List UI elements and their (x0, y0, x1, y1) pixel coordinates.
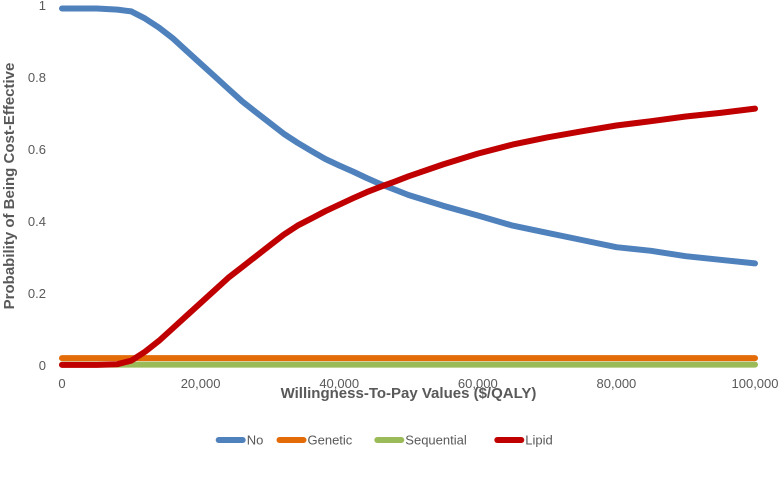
legend: No Genetic Sequential Lipid (215, 433, 553, 448)
legend-label: Genetic (308, 433, 353, 448)
legend-label: Lipid (525, 433, 552, 448)
y-tick-label: 0 (39, 358, 46, 373)
y-tick-label: 0.8 (28, 70, 46, 85)
series-lines (59, 5, 758, 368)
x-tick-label: 60,000 (458, 376, 498, 391)
legend-item-lipid: Lipid (494, 433, 553, 448)
legend-item-genetic: Genetic (276, 433, 353, 448)
plot-area: 0 0.2 0.4 0.6 0.8 1 0 20,000 40,000 60,000 80,000… (28, 0, 779, 391)
x-axis-title: Willingness-To-Pay Values ($/QALY) (281, 385, 537, 402)
y-tick-labels: 0 0.2 0.4 0.6 0.8 1 (28, 0, 46, 373)
y-tick-label: 0.6 (28, 142, 46, 157)
series-line-lipid (59, 105, 758, 368)
series-line-no (59, 5, 758, 267)
y-tick-label: 0.4 (28, 214, 46, 229)
legend-item-sequential: Sequential (374, 433, 467, 448)
y-axis-title: Probability of Being Cost-Effective (1, 63, 18, 310)
x-tick-labels: 0 20,000 40,000 60,000 80,000 100,000 (58, 376, 778, 391)
x-tick-label: 100,000 (732, 376, 779, 391)
x-tick-label: 20,000 (181, 376, 221, 391)
legend-item-no: No (215, 433, 264, 448)
y-tick-label: 0.2 (28, 286, 46, 301)
x-tick-label: 40,000 (319, 376, 359, 391)
legend-label: Sequential (405, 433, 467, 448)
x-tick-label: 80,000 (597, 376, 637, 391)
legend-label: No (247, 433, 264, 448)
x-tick-label: 0 (58, 376, 65, 391)
y-tick-label: 1 (39, 0, 46, 13)
